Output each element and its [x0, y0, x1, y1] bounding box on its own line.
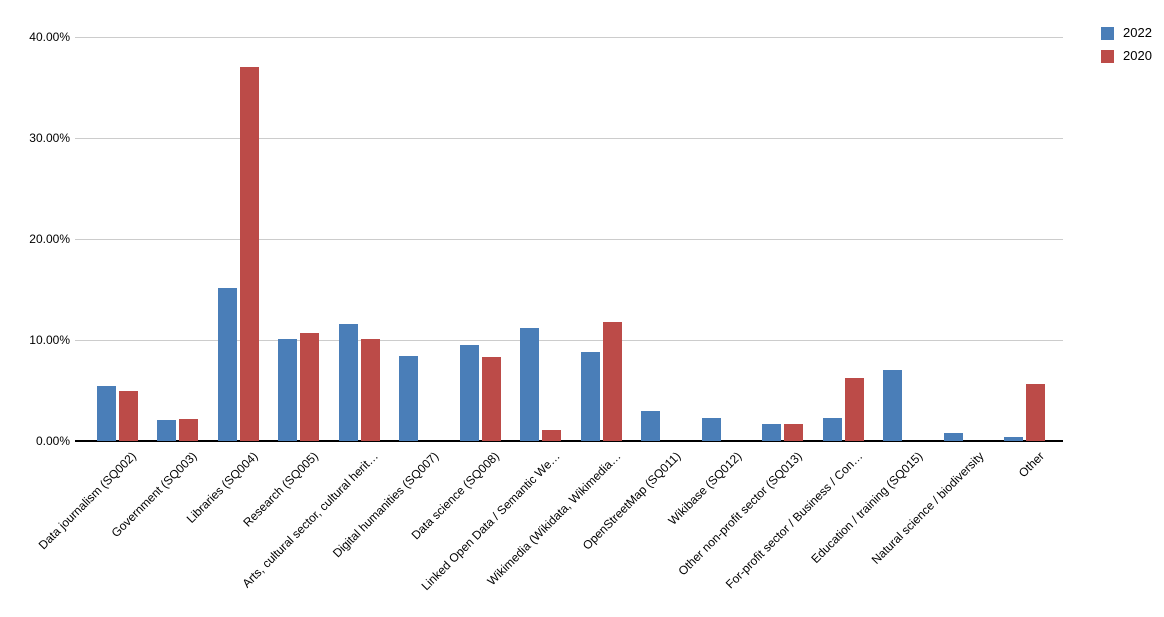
bar-2022[interactable] [520, 327, 540, 441]
legend: 2022 2020 [1101, 26, 1152, 72]
bar-2022[interactable] [883, 370, 903, 441]
y-axis-tick-label: 10.00% [29, 333, 70, 347]
bar-2020[interactable] [118, 390, 138, 441]
legend-label-2020: 2020 [1123, 48, 1152, 63]
legend-label-2022: 2022 [1123, 25, 1152, 40]
bar-2020[interactable] [300, 332, 320, 441]
x-axis-tick-label: Other [1015, 449, 1047, 481]
x-axis-tick-label: Natural science / biodiversity [868, 449, 987, 567]
bar-2022[interactable] [762, 423, 782, 441]
y-axis-tick-label: 20.00% [29, 232, 70, 246]
bar-2020[interactable] [844, 378, 864, 441]
legend-swatch-2020 [1101, 49, 1114, 63]
bar-2022[interactable] [338, 323, 358, 441]
y-axis-tick-label: 40.00% [29, 30, 70, 44]
bar-2020[interactable] [602, 321, 622, 441]
bar-2020[interactable] [360, 338, 380, 441]
bar-2022[interactable] [459, 345, 479, 441]
bar-2022[interactable] [96, 386, 116, 441]
x-axis-tick-label: Other non-profit sector (SQ013) [675, 449, 805, 579]
bar-2020[interactable] [784, 423, 804, 441]
bar-2022[interactable] [157, 419, 177, 441]
bar-2020[interactable] [481, 357, 501, 441]
gridline [75, 239, 1063, 240]
bar-2022[interactable] [580, 352, 600, 441]
bar-2022[interactable] [278, 338, 298, 441]
legend-swatch-2022 [1101, 26, 1114, 40]
bar-2022[interactable] [217, 288, 237, 441]
bar-2022[interactable] [399, 356, 419, 441]
gridline [75, 37, 1063, 38]
gridline [75, 340, 1063, 341]
bar-2022[interactable] [701, 417, 721, 441]
legend-entry-2022[interactable]: 2022 [1101, 26, 1152, 40]
bar-2020[interactable] [1026, 384, 1046, 441]
x-axis-tick-label: Education / training (SQ015) [808, 449, 926, 566]
bar-2020[interactable] [542, 429, 562, 441]
x-axis-line [75, 440, 1063, 442]
y-axis-tick-label: 30.00% [29, 131, 70, 145]
bar-2020[interactable] [179, 418, 199, 441]
bar-2022[interactable] [822, 417, 842, 441]
x-axis-tick-label: Data journalism (SQ002) [35, 449, 140, 553]
bar-2022[interactable] [1004, 436, 1024, 441]
bar-2022[interactable] [641, 410, 661, 441]
x-axis-tick-label: Digital humanities (SQ007) [330, 449, 442, 561]
gridline [75, 138, 1063, 139]
legend-entry-2020[interactable]: 2020 [1101, 49, 1152, 63]
y-axis-tick-label: 0.00% [35, 434, 70, 448]
bar-2022[interactable] [943, 432, 963, 441]
x-axis-tick-label: OpenStreetMap (SQ011) [580, 449, 684, 553]
bar-2020[interactable] [239, 67, 259, 441]
